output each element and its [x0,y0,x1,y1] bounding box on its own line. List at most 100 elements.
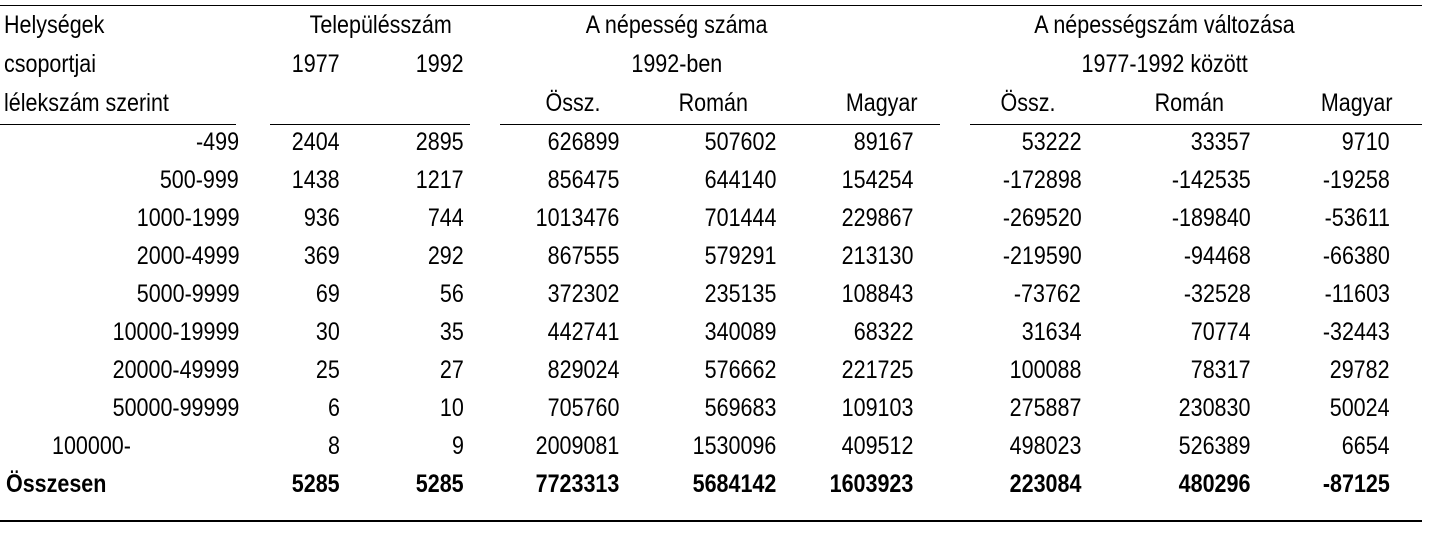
header-change: A népességszám változása [1034,11,1296,39]
table-cell: 78317 [1190,356,1251,384]
table-row: 10000-19999 30 35 442741 340089 68322 31634 707… [0,313,1422,351]
table-cell: 31634 [1021,318,1082,346]
table-cell: 235135 [704,280,777,308]
table-cell: 89167 [853,128,914,156]
table-cell: 579291 [704,242,777,270]
header-population: A népesség száma [586,11,768,39]
table-bottom-rule [0,520,1422,522]
header-pop-magyar: Magyar [846,89,918,117]
table-cell: 6654 [1342,432,1390,460]
header-row-3: lélekszám szerint Össz. Román Magyar Öss… [0,84,1422,123]
table-cell: 626899 [547,128,620,156]
table-cell: 68322 [853,318,914,346]
table-row: 100000- 8 9 2009081 1530096 409512 498023 52638… [0,427,1422,465]
row-label: -499 [196,128,240,156]
header-col1-line1: Helységek [4,11,105,39]
table-cell: 569683 [704,394,777,422]
table-cell: 372302 [547,280,620,308]
table-cell: -19258 [1323,166,1390,194]
row-label: 2000-4999 [136,242,240,270]
header-rule-change [970,124,1422,125]
table-cell: 701444 [704,204,777,232]
header-change-magyar: Magyar [1320,89,1393,117]
table-cell: -11603 [1324,280,1390,308]
row-label: 500-999 [160,166,240,194]
table-cell: 369 [303,242,340,270]
total-row: Összesen 5285 5285 7723313 5684142 16039… [0,465,1422,503]
header-change-ossz: Össz. [1000,89,1055,117]
table-row: 50000-99999 6 10 705760 569683 109103 275887 23… [0,389,1422,427]
table-cell: 69 [315,280,340,308]
table-cell: 576662 [704,356,777,384]
table-row: -499 2404 2895 626899 507602 89167 53222 33357 9… [0,123,1422,161]
total-label: Összesen [6,470,107,498]
header-year-1977: 1977 [291,50,340,78]
total-cell: 5285 [416,470,465,498]
table-row: 1000-1999 936 744 1013476 701444 229867 -26952… [0,199,1422,237]
table-cell: 1217 [416,166,465,194]
table-cell: 2009081 [535,432,620,460]
table-cell: 9710 [1342,128,1390,156]
table-cell: 275887 [1009,394,1082,422]
row-label: 50000-99999 [112,394,240,422]
table-body: -499 2404 2895 626899 507602 89167 53222 33357 9… [0,123,1422,465]
table-cell: 936 [303,204,340,232]
table-row: 500-999 1438 1217 856475 644140 154254 -172898… [0,161,1422,199]
table-cell: 507602 [704,128,777,156]
table-cell: 867555 [547,242,620,270]
table-cell: -66380 [1323,242,1390,270]
table-cell: -32443 [1323,318,1390,346]
header-col1-line2: csoportjai [4,50,97,78]
header-rule-pop [500,124,940,125]
total-cell: -87125 [1323,470,1390,498]
table-cell: 9 [452,432,465,460]
total-cell: 5684142 [692,470,777,498]
table-cell: 50024 [1330,394,1390,422]
table-cell: 1530096 [692,432,777,460]
total-cell: 5285 [291,470,340,498]
header-settlement-count: Településszám [309,11,452,39]
table-cell: -269520 [1002,204,1082,232]
table-row: 5000-9999 69 56 372302 235135 108843 -73762 -32… [0,275,1422,313]
header-pop-roman: Román [678,89,748,117]
table-cell: 2895 [416,128,465,156]
table-cell: 8 [327,432,340,460]
total-cell: 223084 [1009,470,1082,498]
table-cell: 526389 [1178,432,1251,460]
table-cell: 25 [315,356,340,384]
table-row: 20000-49999 25 27 829024 576662 221725 100088 7… [0,351,1422,389]
table-cell: 230830 [1178,394,1251,422]
row-label: 10000-19999 [112,318,240,346]
table-cell: -142535 [1171,166,1251,194]
table-cell: 53222 [1021,128,1082,156]
row-label: 5000-9999 [136,280,240,308]
table-cell: 1438 [291,166,340,194]
table-cell: 221725 [841,356,914,384]
table-cell: 856475 [547,166,620,194]
total-cell: 480296 [1178,470,1251,498]
table-cell: 6 [327,394,340,422]
header-col1-line3: lélekszám szerint [4,89,169,117]
table-cell: 33357 [1190,128,1251,156]
table-cell: 292 [428,242,465,270]
table-cell: 744 [428,204,465,232]
table-cell: -189840 [1171,204,1251,232]
table-cell: 1013476 [535,204,620,232]
table-cell: 108843 [841,280,914,308]
table-cell: -53611 [1324,204,1390,232]
table-cell: 829024 [547,356,620,384]
row-label: 100000- [52,432,131,460]
population-table: Helységek Településszám A népesség száma… [0,6,1422,503]
table-cell: 213130 [841,242,914,270]
table-cell: -219590 [1002,242,1082,270]
table-cell: 340089 [704,318,777,346]
table-cell: -73762 [1014,280,1082,308]
table-cell: 705760 [547,394,620,422]
table-cell: 154254 [841,166,914,194]
table-cell: 644140 [704,166,777,194]
table-cell: -94468 [1183,242,1251,270]
table-cell: 442741 [547,318,620,346]
table-cell: 30 [315,318,340,346]
table-cell: -172898 [1002,166,1082,194]
